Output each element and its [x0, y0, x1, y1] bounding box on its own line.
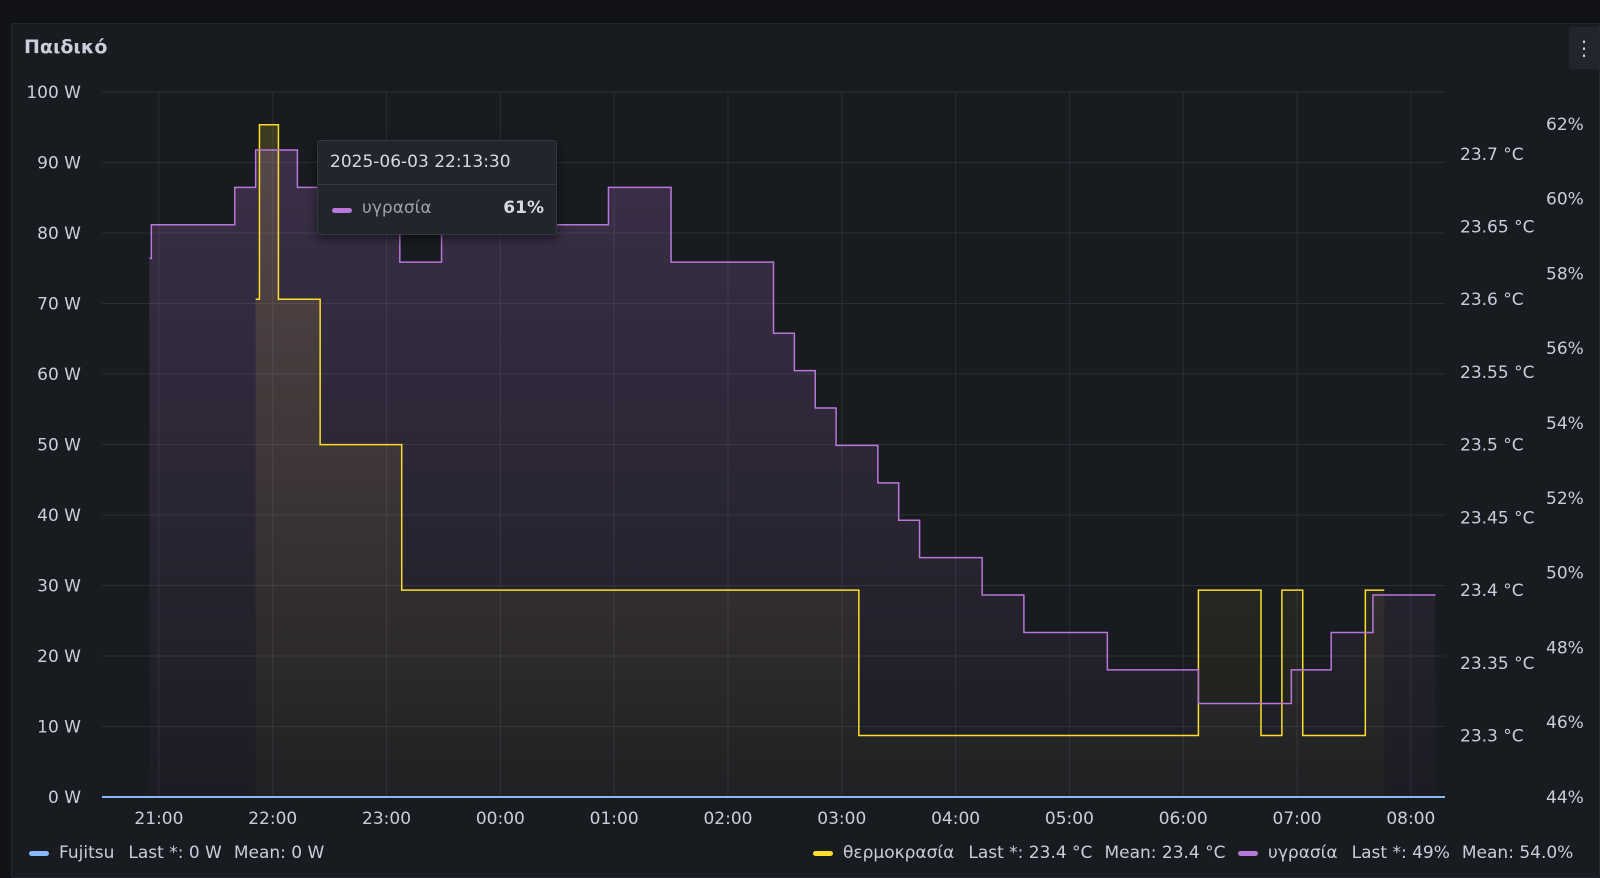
legend-swatch: [813, 850, 833, 856]
y-left-tick-label: 70 W: [37, 295, 81, 315]
legend-name: θερμοκρασία: [843, 843, 955, 863]
x-tick-label: 00:00: [476, 809, 525, 829]
y-left-tick-label: 0 W: [48, 788, 81, 808]
y-left-tick-label: 20 W: [37, 647, 81, 667]
tooltip-series-value: 61%: [503, 198, 544, 218]
y-left-tick-label: 10 W: [37, 718, 81, 738]
legend-mean: Mean: 54.0%: [1461, 843, 1574, 863]
y-right-tick-label: 48%: [1546, 638, 1584, 658]
axis-labels: 0 W 10 W 20 W 30 W 40 W 50 W 60 W 70 W 80 W 90 W 1…: [26, 83, 1583, 829]
x-tick-label: 23:00: [362, 809, 411, 829]
y-right-tick-label: 46%: [1546, 713, 1584, 733]
x-tick-label: 07:00: [1273, 809, 1322, 829]
y-right-tick-label: 54%: [1546, 414, 1584, 434]
y-left-tick-label: 30 W: [37, 577, 81, 597]
y-left-tick-label: 40 W: [37, 506, 81, 526]
x-tick-label: 08:00: [1386, 809, 1435, 829]
y-right-tick-label: 58%: [1546, 264, 1584, 284]
tooltip-row: υγρασία 61%: [318, 185, 556, 235]
y-mid-tick-label: 23.35 °C: [1460, 654, 1534, 674]
y-mid-tick-label: 23.65 °C: [1460, 218, 1534, 238]
y-left-tick-label: 100 W: [26, 83, 81, 103]
y-mid-tick-label: 23.5 °C: [1460, 436, 1524, 456]
series-line-right: [149, 149, 1436, 705]
legend-swatch: [1238, 850, 1258, 856]
legend-item-thermokrasia[interactable]: θερμοκρασία Last *: 23.4 °C Mean: 23.4 °…: [813, 843, 1238, 863]
y-mid-tick-label: 23.6 °C: [1460, 290, 1524, 310]
series-lines: [102, 123, 1445, 798]
hover-tooltip: 2025-06-03 22:13:30 υγρασία 61%: [317, 140, 557, 235]
legend-swatch: [29, 850, 49, 856]
x-tick-label: 04:00: [931, 809, 980, 829]
legend-mean: Mean: 23.4 °C: [1104, 843, 1226, 863]
y-left-tick-label: 50 W: [37, 436, 81, 456]
legend-item-fujitsu[interactable]: Fujitsu Last *: 0 W Mean: 0 W: [29, 843, 336, 863]
x-tick-label: 22:00: [248, 809, 297, 829]
legend-last: Last *: 49%: [1351, 843, 1450, 863]
y-left-tick-label: 90 W: [37, 154, 81, 174]
y-mid-tick-label: 23.7 °C: [1460, 145, 1524, 165]
tooltip-time: 2025-06-03 22:13:30: [318, 141, 556, 185]
y-left-tick-label: 60 W: [37, 365, 81, 385]
x-tick-label: 02:00: [703, 809, 752, 829]
y-right-tick-label: 50%: [1546, 564, 1584, 584]
y-mid-tick-label: 23.4 °C: [1460, 581, 1524, 601]
x-tick-label: 01:00: [590, 809, 639, 829]
y-mid-tick-label: 23.45 °C: [1460, 508, 1534, 528]
legend-mean: Mean: 0 W: [233, 843, 325, 863]
series-line-mid: [255, 123, 1385, 737]
tooltip-series-swatch: [332, 208, 352, 213]
x-tick-label: 21:00: [134, 809, 183, 829]
legend-last: Last *: 23.4 °C: [968, 843, 1093, 863]
panel-title: Παιδικό: [24, 36, 108, 58]
series-area-right: [149, 149, 1436, 797]
x-tick-label: 05:00: [1045, 809, 1094, 829]
x-tick-label: 06:00: [1159, 809, 1208, 829]
y-left-tick-label: 80 W: [37, 224, 81, 244]
legend-name: υγρασία: [1268, 843, 1338, 863]
y-right-tick-label: 60%: [1546, 190, 1584, 210]
legend-item-ygrasia[interactable]: υγρασία Last *: 49% Mean: 54.0%: [1238, 843, 1585, 863]
tooltip-series-name: υγρασία: [362, 198, 432, 218]
legend-name: Fujitsu: [59, 843, 115, 863]
x-tick-label: 03:00: [817, 809, 866, 829]
y-right-tick-label: 62%: [1546, 115, 1584, 135]
y-right-tick-label: 52%: [1546, 489, 1584, 509]
series-fills: [149, 124, 1436, 798]
legend-last: Last *: 0 W: [128, 843, 222, 863]
y-mid-tick-label: 23.3 °C: [1460, 726, 1524, 746]
y-mid-tick-label: 23.55 °C: [1460, 363, 1534, 383]
y-right-tick-label: 56%: [1546, 339, 1584, 359]
more-vertical-icon[interactable]: ⋮: [1569, 27, 1599, 69]
y-right-tick-label: 44%: [1546, 788, 1584, 808]
